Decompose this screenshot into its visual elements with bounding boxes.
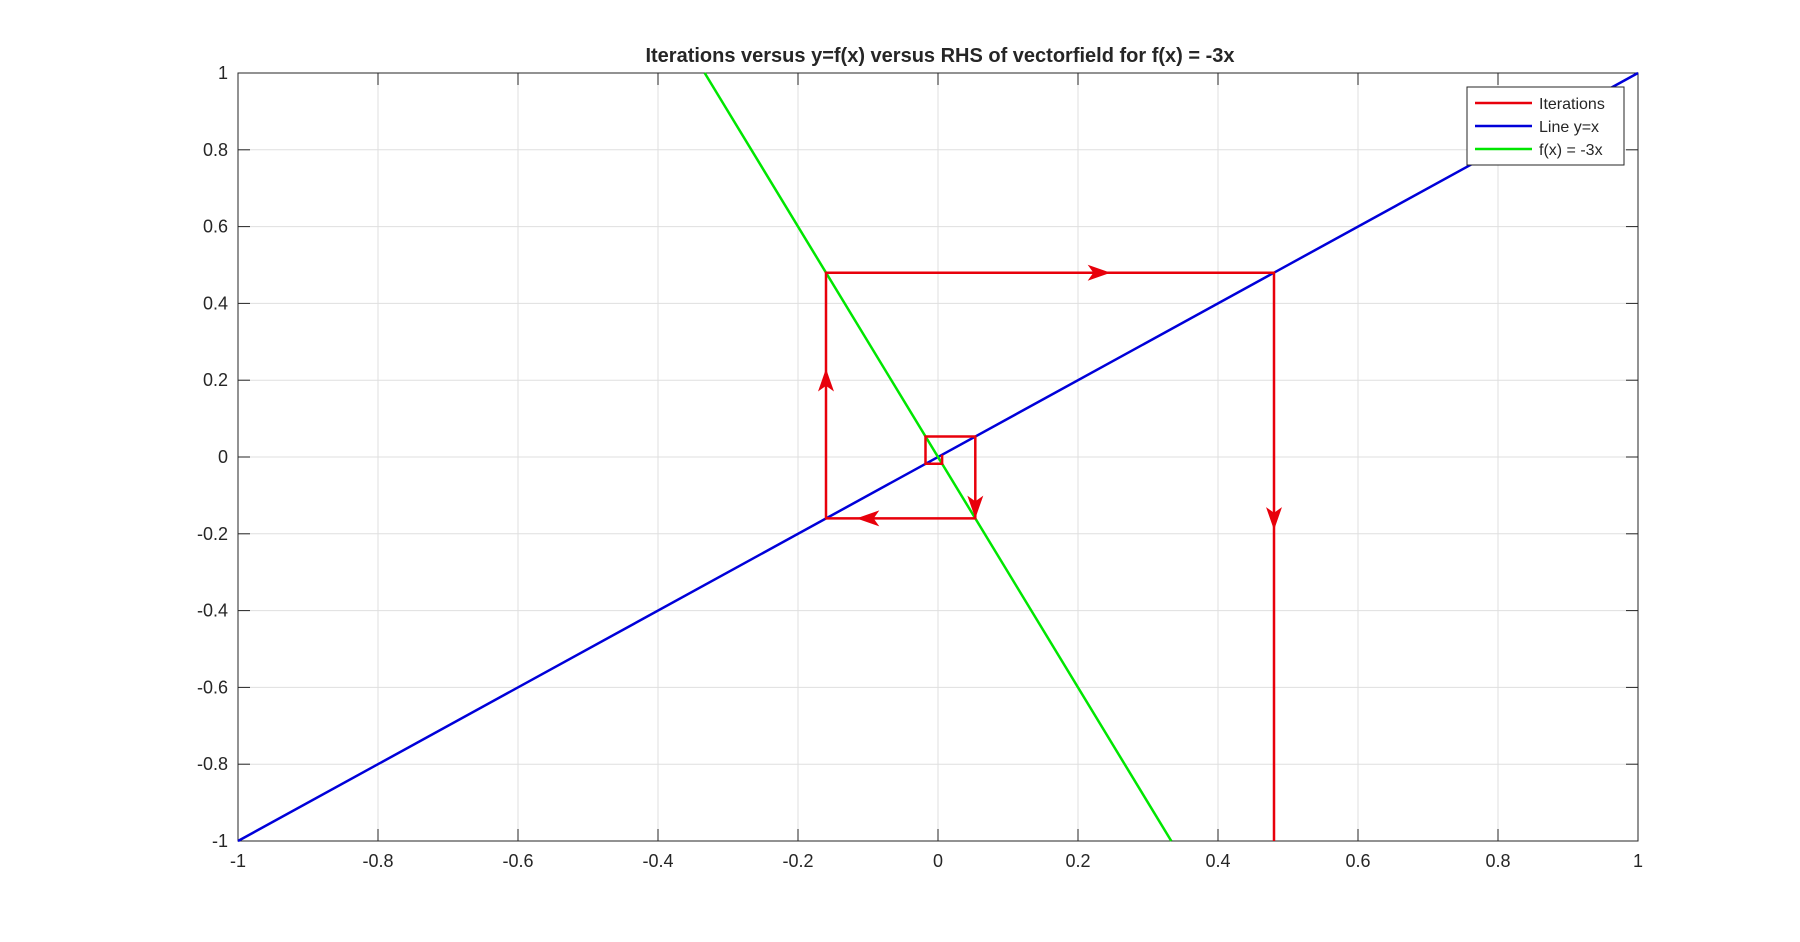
chart-title: Iterations versus y=f(x) versus RHS of v… <box>645 45 1234 67</box>
x-tick-label: 0.4 <box>1205 851 1230 871</box>
y-tick-label: -1 <box>212 831 228 851</box>
y-tick-label: 0.4 <box>203 293 228 313</box>
y-tick-label: -0.2 <box>197 524 228 544</box>
x-tick-label: 0.2 <box>1065 851 1090 871</box>
iteration-arrow <box>1087 264 1111 281</box>
x-tick-label: -0.6 <box>502 851 533 871</box>
x-tick-label: -0.8 <box>362 851 393 871</box>
x-tick-label: -0.4 <box>642 851 673 871</box>
legend: Iterations Line y=x f(x) = -3x <box>1466 86 1625 166</box>
y-tick-label: 0.8 <box>203 140 228 160</box>
legend-label: Iterations <box>1539 96 1605 113</box>
iteration-arrow <box>856 510 880 527</box>
x-tick-label: 0.6 <box>1345 851 1370 871</box>
arrow-head <box>967 495 984 519</box>
x-tick-label: 1 <box>1633 851 1643 871</box>
x-tick-label: -0.2 <box>782 851 813 871</box>
series-layer <box>237 71 1639 843</box>
y-tick-label: 0.6 <box>203 217 228 237</box>
y-tick-label: 0 <box>218 447 228 467</box>
series-line-2 <box>703 72 1173 842</box>
arrow-head <box>818 368 834 392</box>
y-tick-label: 1 <box>218 63 228 83</box>
iteration-arrow <box>818 368 834 392</box>
y-tick-label: 0.2 <box>203 370 228 390</box>
iteration-arrow <box>967 495 984 519</box>
x-tick-label: -1 <box>230 851 246 871</box>
arrow-head <box>1087 264 1111 281</box>
arrow-head <box>856 510 880 527</box>
y-tick-label: -0.4 <box>197 601 228 621</box>
arrow-head <box>1266 507 1282 530</box>
y-tick-label: -0.8 <box>197 754 228 774</box>
legend-label: f(x) = -3x <box>1539 142 1603 159</box>
axis-ticks <box>237 72 1639 842</box>
y-tick-label: -0.6 <box>197 677 228 697</box>
iteration-arrow <box>1266 507 1282 530</box>
legend-label: Line y=x <box>1539 119 1599 136</box>
axis-tick-labels: -1 -0.8 -0.6 -0.4 -0.2 0 0.2 0.4 0.6 0.8 1 1 0.8 0.6 0… <box>197 63 1643 871</box>
x-tick-label: 0.8 <box>1485 851 1510 871</box>
series-line-0 <box>824 271 1276 841</box>
x-tick-label: 0 <box>933 851 943 871</box>
